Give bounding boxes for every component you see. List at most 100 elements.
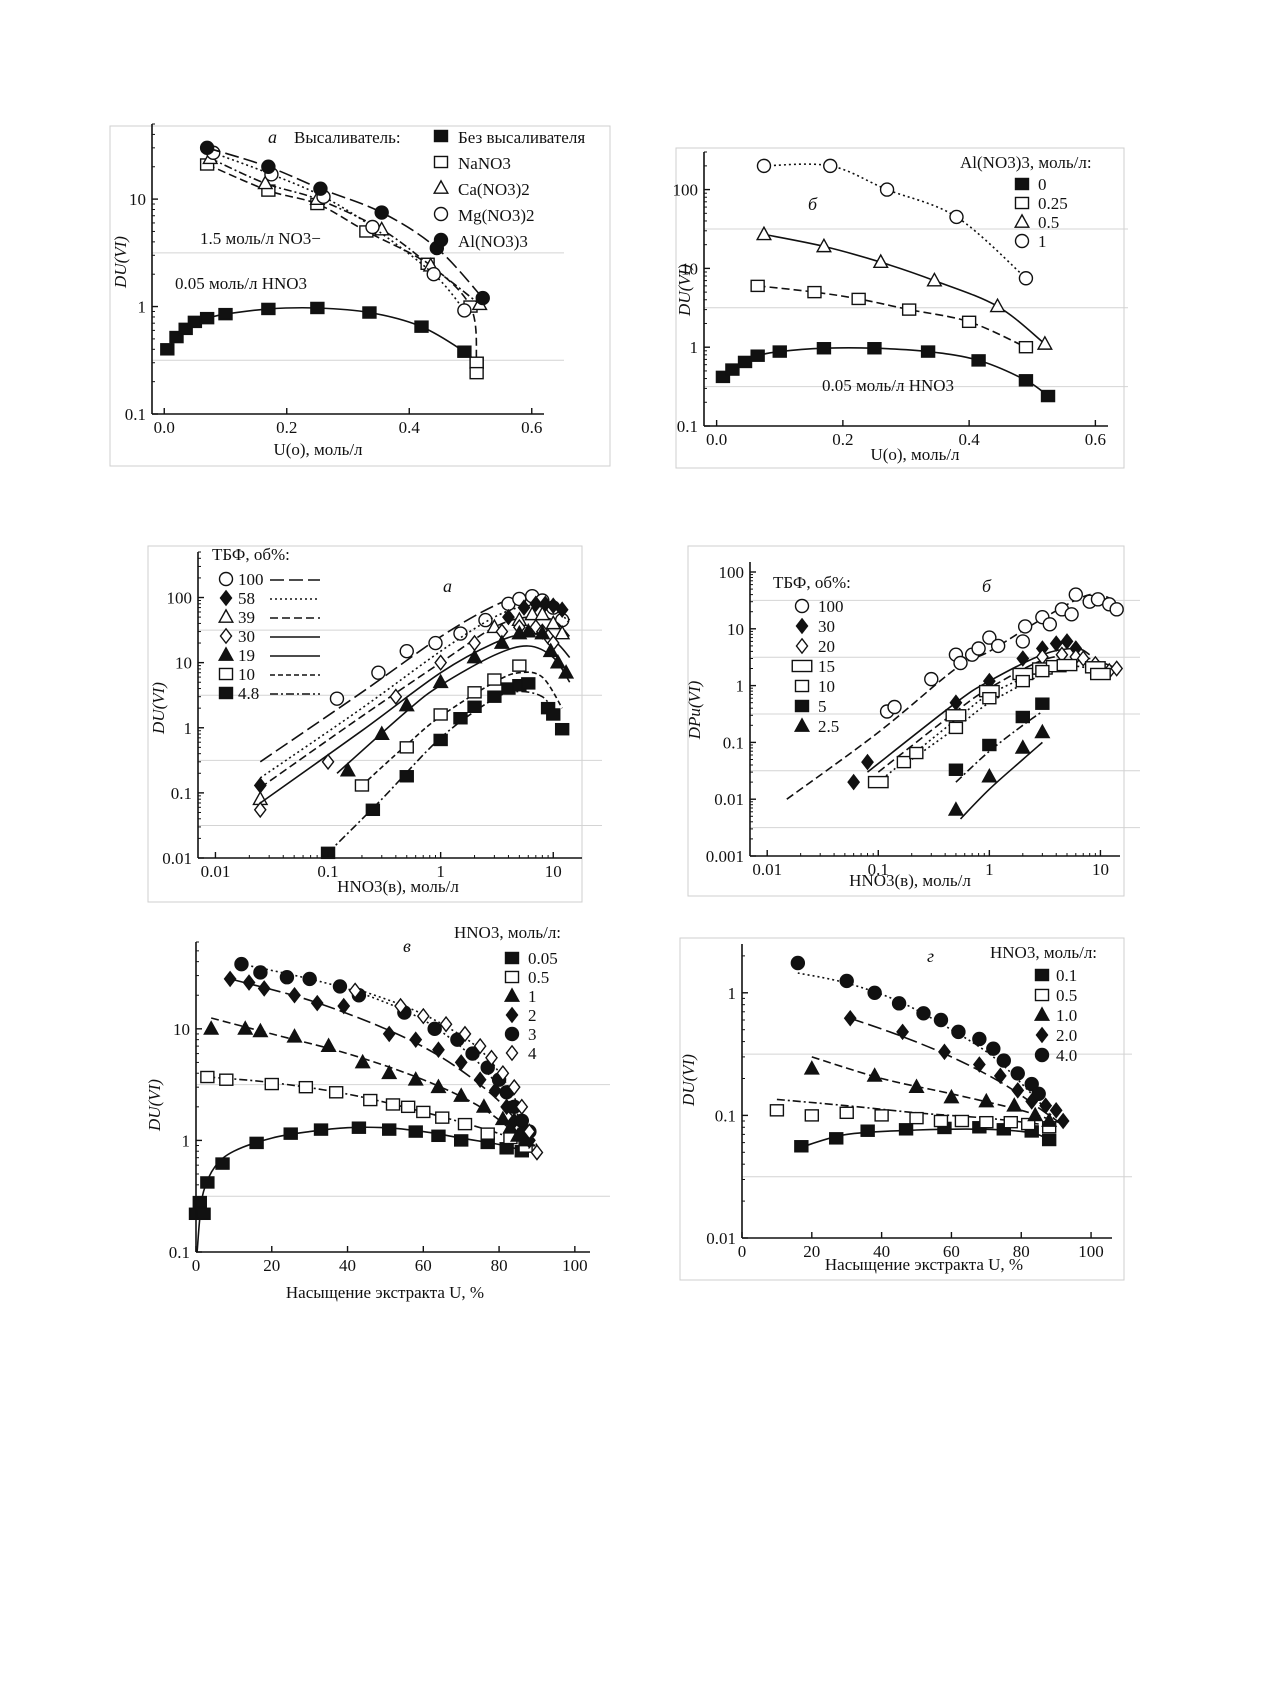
legend: 0.1 0.5 1.0 2.0 4.0 xyxy=(1033,966,1077,1065)
legend-entry: 2 xyxy=(505,1006,537,1025)
data-point xyxy=(432,673,449,689)
data-point xyxy=(414,320,429,333)
y-tick-label: 0.1 xyxy=(723,733,744,752)
data-point xyxy=(485,1049,498,1067)
series-4 xyxy=(348,982,544,1161)
data-point xyxy=(494,1110,511,1126)
data-point xyxy=(381,1064,398,1080)
panel-label: а xyxy=(443,576,452,596)
legend-marker xyxy=(219,589,233,607)
series-0 xyxy=(715,342,1056,403)
data-point xyxy=(328,1086,344,1099)
data-point xyxy=(435,1111,450,1124)
data-point xyxy=(517,599,531,616)
data-point xyxy=(1068,587,1083,602)
data-point xyxy=(249,1136,264,1150)
data-point xyxy=(901,303,917,316)
series-line xyxy=(206,147,484,299)
data-point xyxy=(385,1098,401,1111)
legend-title: Al(NO3)3, моль/л: xyxy=(960,153,1092,172)
data-point xyxy=(896,755,912,769)
x-tick-label: 100 xyxy=(562,1256,588,1275)
data-point xyxy=(348,982,362,999)
legend-marker xyxy=(503,987,521,1002)
series-4.8 xyxy=(320,677,570,860)
data-point xyxy=(916,1006,931,1021)
legend-entry: 0.05 xyxy=(504,949,558,968)
data-point xyxy=(499,1142,514,1155)
data-point xyxy=(433,708,448,721)
data-point xyxy=(496,1064,510,1082)
data-point xyxy=(465,1046,480,1061)
axes: 0.0 0.2 0.4 0.6 0.1 1 10 xyxy=(125,123,544,437)
data-point xyxy=(394,997,407,1015)
data-point xyxy=(839,973,854,989)
legend-entry: 15 xyxy=(791,657,835,676)
data-point xyxy=(1042,617,1057,632)
data-point xyxy=(219,1073,234,1086)
legend-label: 4 xyxy=(528,1044,537,1063)
y-tick-label: 10 xyxy=(175,654,192,673)
data-point xyxy=(790,955,806,971)
annotation: 0.05 моль/л HNO3 xyxy=(175,274,307,293)
data-point xyxy=(546,708,561,721)
data-point xyxy=(803,1060,820,1075)
y-tick-label: 1 xyxy=(184,719,193,738)
data-point xyxy=(457,345,472,358)
series-line xyxy=(763,233,1046,345)
legend-entry: 0.5 xyxy=(1013,213,1059,232)
y-tick-label: 0.01 xyxy=(162,849,192,868)
data-point xyxy=(365,219,380,235)
data-point xyxy=(253,965,268,980)
data-point xyxy=(891,996,907,1011)
legend-entry: 0 xyxy=(1014,175,1047,194)
data-point xyxy=(515,1098,529,1116)
data-point xyxy=(399,643,414,659)
x-tick-label: 0.4 xyxy=(959,430,981,449)
data-point xyxy=(1035,664,1050,678)
data-point xyxy=(990,638,1006,654)
y-axis-label: DU(VI) xyxy=(145,1079,164,1132)
legend-label: NaNO3 xyxy=(458,154,511,173)
data-point xyxy=(908,1078,925,1094)
data-point xyxy=(468,634,481,652)
series-39 xyxy=(252,605,571,806)
data-point xyxy=(1060,633,1074,650)
data-point xyxy=(1018,340,1034,354)
data-point xyxy=(313,1123,329,1136)
x-tick-label: 80 xyxy=(491,1256,508,1275)
data-point xyxy=(1018,271,1034,286)
data-point xyxy=(507,1078,521,1096)
legend-entry: 4.8 xyxy=(218,684,320,703)
data-point xyxy=(524,605,541,621)
plot-series xyxy=(188,956,544,1253)
legend-entry: 2.5 xyxy=(793,717,839,736)
data-point xyxy=(948,763,964,776)
series-0.5 xyxy=(200,1070,533,1153)
data-point xyxy=(815,237,832,253)
data-point xyxy=(399,770,414,783)
data-point xyxy=(993,1067,1007,1085)
x-tick-label: 1 xyxy=(985,860,994,879)
data-point xyxy=(1036,335,1053,350)
data-point xyxy=(389,688,403,705)
data-point xyxy=(520,622,537,638)
annotation: 1.5 моль/л NO3− xyxy=(200,229,321,248)
data-point xyxy=(196,1207,211,1221)
data-point xyxy=(750,349,765,362)
chart-panel-1: 0.0 0.2 0.4 0.6 0.1 1 10 а Высаливатель: Без в… xyxy=(109,123,611,467)
legend-label: 100 xyxy=(238,570,264,589)
data-point xyxy=(453,626,468,641)
data-point xyxy=(409,1031,423,1048)
y-tick-label: 0.1 xyxy=(171,784,192,803)
chart-panel-6: 0 20 40 60 80 100 0.01 0.1 1 г HNO3, моль/л: 0.1… xyxy=(679,937,1132,1281)
x-tick-label: 20 xyxy=(803,1242,820,1261)
legend-entry: Mg(NO3)2 xyxy=(433,206,535,225)
data-point xyxy=(458,1025,472,1043)
data-point xyxy=(1076,650,1090,667)
data-point xyxy=(264,1077,279,1091)
legend-marker xyxy=(217,646,235,661)
data-point xyxy=(951,1024,966,1040)
legend-label: 0.5 xyxy=(1038,213,1059,232)
gridlines xyxy=(742,1053,1132,1178)
